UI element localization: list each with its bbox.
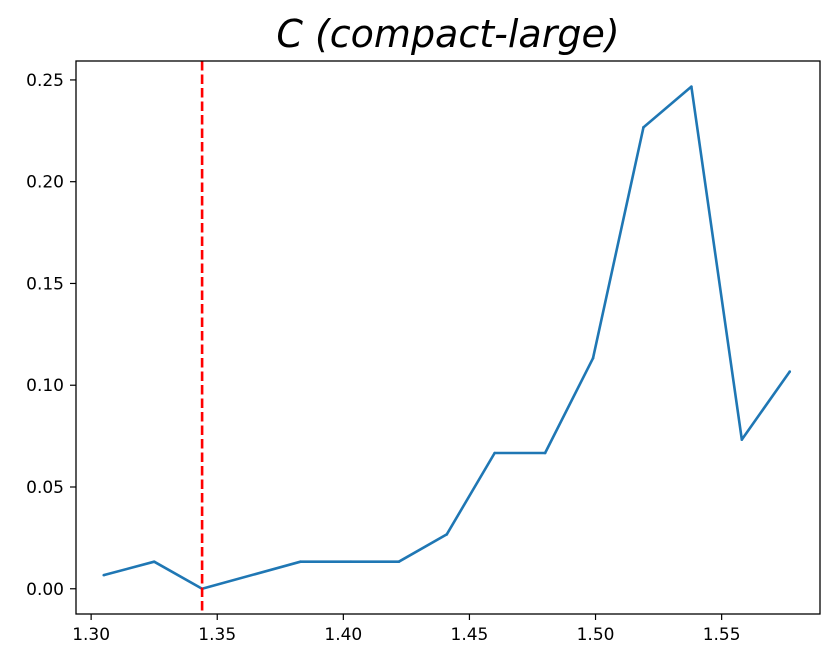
x-tick-label: 1.55 <box>703 625 741 645</box>
data-point <box>397 560 401 563</box>
x-tick-label: 1.30 <box>72 625 110 645</box>
x-tick-label: 1.45 <box>451 625 489 645</box>
y-tick-label: 0.25 <box>26 71 64 91</box>
y-tick-label: 0.00 <box>26 580 64 600</box>
plot-frame <box>75 60 821 615</box>
x-tick-label: 1.40 <box>324 625 362 645</box>
data-point <box>740 438 744 441</box>
data-point <box>349 560 353 563</box>
series-line-0 <box>103 85 791 591</box>
data-point <box>690 85 693 88</box>
data-point <box>299 560 302 563</box>
data-point <box>493 451 496 455</box>
x-axis: 1.30 1.35 1.40 1.45 1.50 1.55 <box>72 614 741 645</box>
data-point <box>642 126 645 129</box>
data-point <box>788 370 792 373</box>
data-point <box>543 451 547 455</box>
y-axis: 0.00 0.05 0.10 0.15 0.20 0.25 <box>26 71 76 600</box>
chart-title: C (compact-large) <box>276 12 619 56</box>
x-tick-label: 1.35 <box>198 625 236 645</box>
data-point <box>152 560 156 563</box>
data-point <box>445 533 449 536</box>
y-tick-label: 0.10 <box>26 376 64 396</box>
x-tick-label: 1.50 <box>577 625 615 645</box>
plot-marks <box>102 61 792 614</box>
data-point <box>591 356 595 360</box>
y-tick-label: 0.15 <box>26 274 64 294</box>
y-tick-label: 0.20 <box>26 173 64 193</box>
data-point <box>102 573 106 577</box>
y-tick-label: 0.05 <box>26 478 64 498</box>
